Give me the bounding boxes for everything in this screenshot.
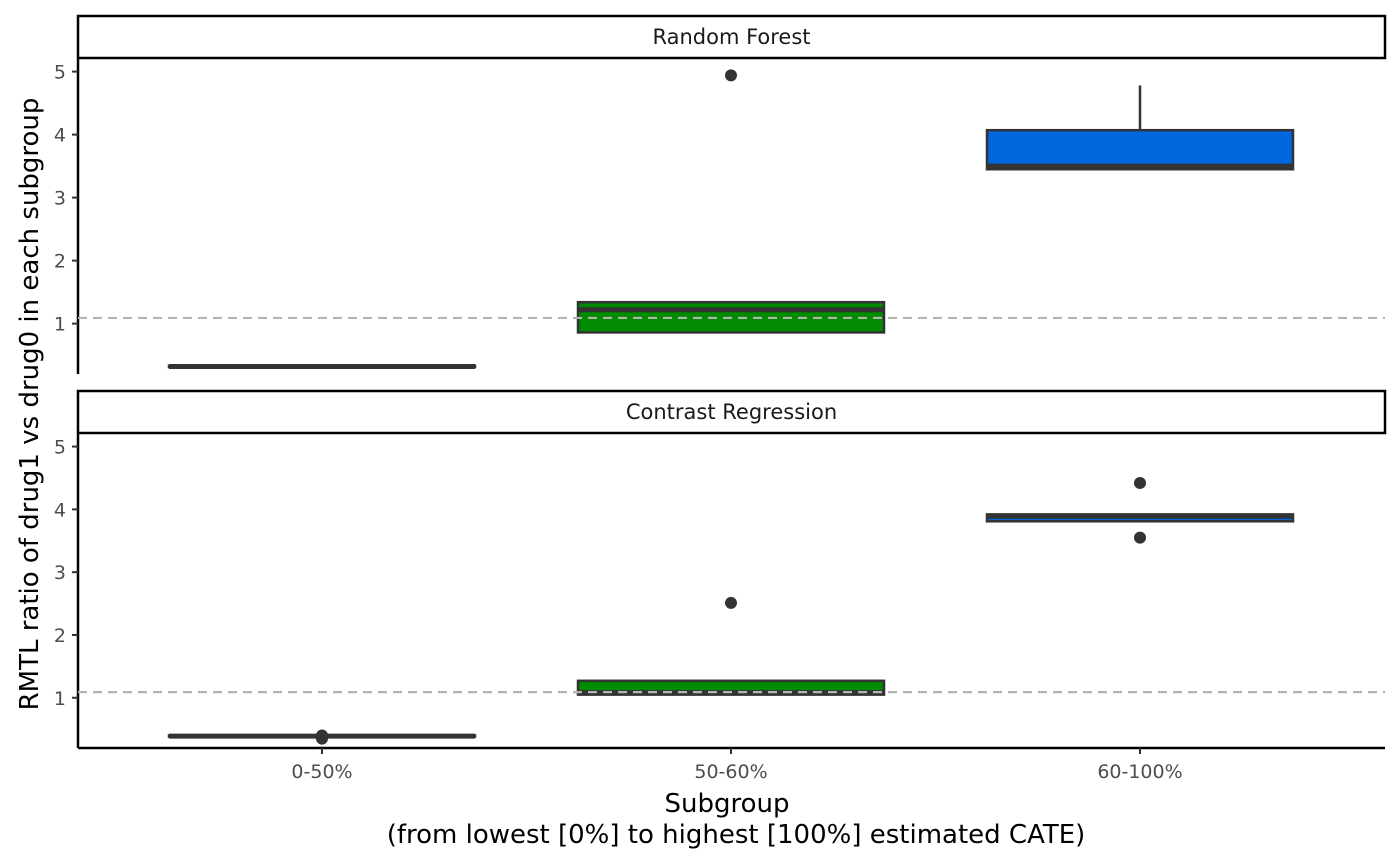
y-tick-label: 3 [54,188,66,210]
y-tick-label: 2 [54,625,66,647]
y-tick-label: 5 [54,437,66,459]
box-body [985,128,1295,171]
x-axis-title: Subgroup [665,789,790,819]
y-tick-label: 1 [54,314,66,336]
outlier-point [1134,531,1146,544]
x-axis-subtitle: (from lowest [0%] to highest [100%] esti… [387,820,1086,850]
y-axis-title: RMTL ratio of drug1 vs drug0 in each sub… [15,98,45,711]
outlier-point [725,69,737,82]
outlier-point [316,729,328,742]
outlier-point [1134,476,1146,489]
y-tick-label: 4 [54,499,66,521]
box-60-100% [985,85,1295,171]
outlier-point [725,596,737,609]
facet-panels: Random Forest 1 2 3 4 5 Contrast Regression 1 2 3… [54,14,1387,748]
y-tick-label: 4 [54,125,66,147]
facet-strip-label: Random Forest [652,25,810,49]
box-60-100% [985,476,1295,544]
box-50-60% [576,596,886,696]
y-tick-label: 3 [54,562,66,584]
box-50-60% [576,69,886,334]
box-0-50% [167,729,477,745]
facet-strip [76,389,1387,435]
y-tick-label: 2 [54,251,66,273]
facet-strip-label: Contrast Regression [626,400,837,424]
facet-strip [76,14,1387,60]
box-0-50% [167,363,477,369]
facet-panel-1: Random Forest 1 2 3 4 5 [54,14,1387,374]
y-tick-label: 1 [54,688,66,710]
x-tick-label: 60-100% [1097,761,1182,783]
y-tick-label: 5 [54,62,66,84]
facet-panel-2: Contrast Regression 1 2 3 4 5 [54,389,1387,748]
x-tick-label: 50-60% [694,761,767,783]
x-tick-label: 0-50% [291,761,352,783]
x-axis: 0-50% 50-60% 60-100% [78,746,1385,783]
